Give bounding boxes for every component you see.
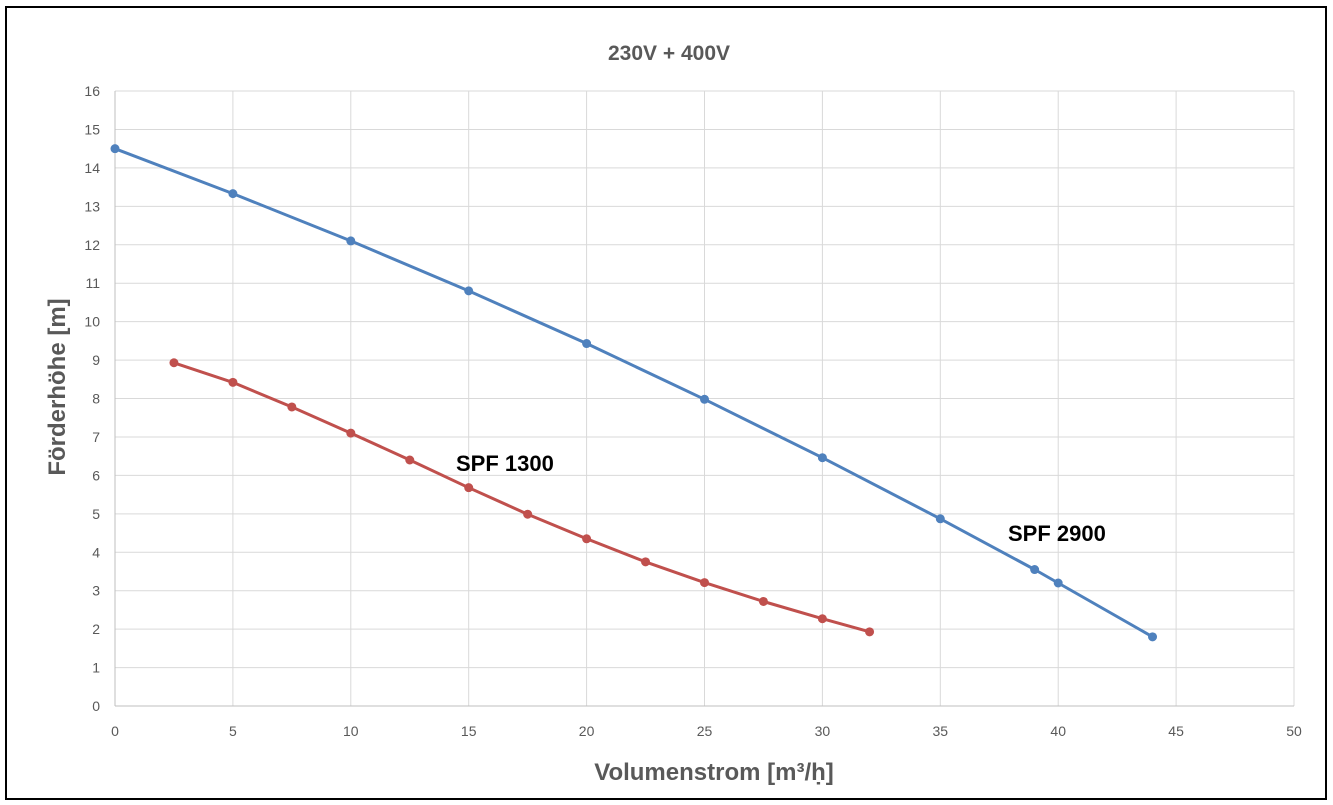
data-point (700, 394, 709, 404)
y-tick-label: 13 (84, 198, 100, 214)
data-point (464, 483, 474, 493)
data-point (346, 236, 356, 246)
data-point (1030, 565, 1040, 575)
x-tick-label: 15 (461, 723, 477, 739)
series-line (113, 147, 1154, 639)
y-tick-label: 12 (84, 237, 100, 253)
data-point (935, 514, 945, 524)
data-point (865, 627, 875, 637)
x-tick-label: 10 (343, 723, 359, 739)
x-tick-label: 0 (111, 723, 119, 739)
annotation-spf-2900: SPF 2900 (1008, 521, 1106, 546)
data-point (228, 377, 238, 387)
x-tick-label: 40 (1050, 723, 1066, 739)
series-layer (110, 144, 1158, 642)
y-tick-label: 0 (92, 698, 100, 714)
x-tick-label: 50 (1286, 723, 1302, 739)
data-point (523, 509, 533, 519)
x-axis-title: Volumenstrom [m³/ḥ] (594, 759, 834, 786)
data-point (169, 358, 179, 368)
x-tick-label: 25 (697, 723, 713, 739)
x-tick-label: 20 (579, 723, 595, 739)
data-point (1053, 578, 1063, 588)
data-point (287, 402, 297, 412)
data-point (346, 428, 356, 438)
y-tick-label: 14 (84, 160, 100, 176)
data-point (758, 596, 768, 606)
y-tick-label: 1 (92, 660, 100, 676)
y-tick-label: 7 (92, 429, 100, 445)
x-tick-label: 30 (815, 723, 831, 739)
series-spf-1300 (169, 358, 875, 637)
y-tick-label: 3 (92, 583, 100, 599)
data-point (110, 144, 120, 154)
series-spf-2900 (110, 144, 1158, 642)
y-tick-label: 9 (92, 352, 100, 368)
y-tick-label: 10 (84, 314, 100, 330)
y-tick-label: 5 (92, 506, 100, 522)
data-point (641, 557, 651, 567)
y-axis-title: Förderhöhe [m] (44, 298, 71, 475)
y-tick-label: 8 (92, 391, 100, 407)
grid (115, 90, 1295, 706)
data-point (1148, 632, 1158, 642)
x-tick-label: 45 (1168, 723, 1184, 739)
data-point (228, 189, 238, 199)
y-tick-label: 15 (84, 121, 100, 137)
data-point (817, 614, 827, 624)
data-point (817, 453, 827, 463)
y-tick-label: 2 (92, 621, 100, 637)
y-tick-label: 4 (92, 544, 100, 560)
data-point (405, 455, 415, 465)
x-tick-label: 35 (933, 723, 949, 739)
y-tick-label: 16 (84, 83, 100, 99)
series-line (172, 361, 872, 634)
y-tick-label: 6 (92, 467, 100, 483)
data-point (582, 534, 592, 544)
labels: 230V + 400V Volumenstrom [m³/ḥ] Förderhö… (44, 42, 1106, 786)
y-tick-label: 11 (85, 275, 100, 291)
chart-frame: 0 1 2 3 4 5 6 7 8 9 10 11 12 13 14 15 16 0 5 10 15 20 25 30 35 40… (5, 6, 1327, 800)
data-point (582, 339, 592, 349)
x-tick-label: 5 (229, 723, 237, 739)
chart-title: 230V + 400V (608, 42, 730, 65)
data-point (464, 286, 474, 296)
data-point (700, 578, 709, 588)
annotation-spf-1300: SPF 1300 (456, 451, 554, 476)
